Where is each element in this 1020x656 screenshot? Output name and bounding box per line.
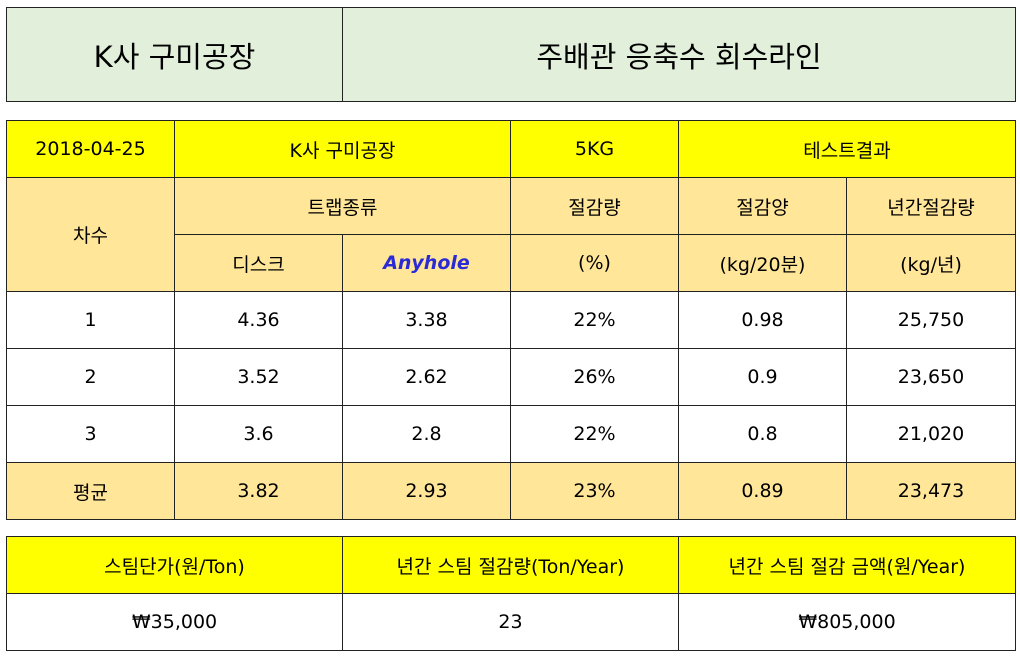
summary-value-row: ₩35,000 23 ₩805,000 [6,593,1016,651]
test-result-label: 테스트결과 [678,120,1016,178]
saving-amount-unit: (kg/20분) [678,234,847,292]
amount-cell: 0.8 [678,405,847,463]
summary-table: 스팀단가(원/Ton) 년간 스팀 절감량(Ton/Year) 년간 스팀 절감… [6,536,1016,651]
average-label: 평균 [6,462,175,520]
title-table: K사 구미공장 주배관 응축수 회수라인 [6,7,1016,102]
anyhole-cell: 2.8 [342,405,511,463]
annual-cell: 25,750 [846,291,1016,349]
summary-header-row: 스팀단가(원/Ton) 년간 스팀 절감량(Ton/Year) 년간 스팀 절감… [6,536,1016,594]
company-title: K사 구미공장 [6,7,343,102]
round-cell: 1 [6,291,175,349]
annual-cell: 23,650 [846,348,1016,406]
annual-saving-value-label: 년간 스팀 절감 금액(원/Year) [678,536,1016,594]
annual-steam-saving-value: 23 [342,593,679,651]
average-amount: 0.89 [678,462,847,520]
saving-rate-header: 절감량 [510,177,679,235]
average-row: 평균 3.82 2.93 23% 0.89 23,473 [6,462,1016,520]
annual-steam-saving-label: 년간 스팀 절감량(Ton/Year) [342,536,679,594]
rate-cell: 22% [510,291,679,349]
disc-header: 디스크 [174,234,343,292]
annual-saving-header: 년간절감량 [846,177,1016,235]
disc-cell: 4.36 [174,291,343,349]
table-row: 3 3.6 2.8 22% 0.8 21,020 [6,405,1016,463]
anyhole-cell: 2.62 [342,348,511,406]
line-title: 주배관 응축수 회수라인 [342,7,1016,102]
annual-cell: 21,020 [846,405,1016,463]
test-date: 2018-04-25 [6,120,175,178]
test-weight: 5KG [510,120,679,178]
average-rate: 23% [510,462,679,520]
anyhole-cell: 3.38 [342,291,511,349]
round-cell: 2 [6,348,175,406]
info-company: K사 구미공장 [174,120,511,178]
saving-rate-unit: (%) [510,234,679,292]
rate-cell: 22% [510,405,679,463]
amount-cell: 0.9 [678,348,847,406]
round-cell: 3 [6,405,175,463]
trap-type-header: 트랩종류 [174,177,511,235]
amount-cell: 0.98 [678,291,847,349]
annual-saving-unit: (kg/년) [846,234,1016,292]
steam-price-label: 스팀단가(원/Ton) [6,536,343,594]
info-row: 2018-04-25 K사 구미공장 5KG 테스트결과 [6,120,1016,178]
average-disc: 3.82 [174,462,343,520]
steam-price-value: ₩35,000 [6,593,343,651]
saving-amount-header: 절감양 [678,177,847,235]
anyhole-header: Anyhole [342,234,511,292]
header-row-1: 차수 트랩종류 절감량 절감양 년간절감량 [6,177,1016,292]
annual-saving-value: ₩805,000 [678,593,1016,651]
rate-cell: 26% [510,348,679,406]
test-results-table: 2018-04-25 K사 구미공장 5KG 테스트결과 차수 트랩종류 절감량… [6,120,1016,520]
average-annual: 23,473 [846,462,1016,520]
header-row-2: 디스크 Anyhole (%) (kg/20분) (kg/년) [7,234,1016,292]
disc-cell: 3.52 [174,348,343,406]
average-anyhole: 2.93 [342,462,511,520]
table-row: 2 3.52 2.62 26% 0.9 23,650 [6,348,1016,406]
table-row: 1 4.36 3.38 22% 0.98 25,750 [6,291,1016,349]
round-header: 차수 [6,177,175,292]
disc-cell: 3.6 [174,405,343,463]
